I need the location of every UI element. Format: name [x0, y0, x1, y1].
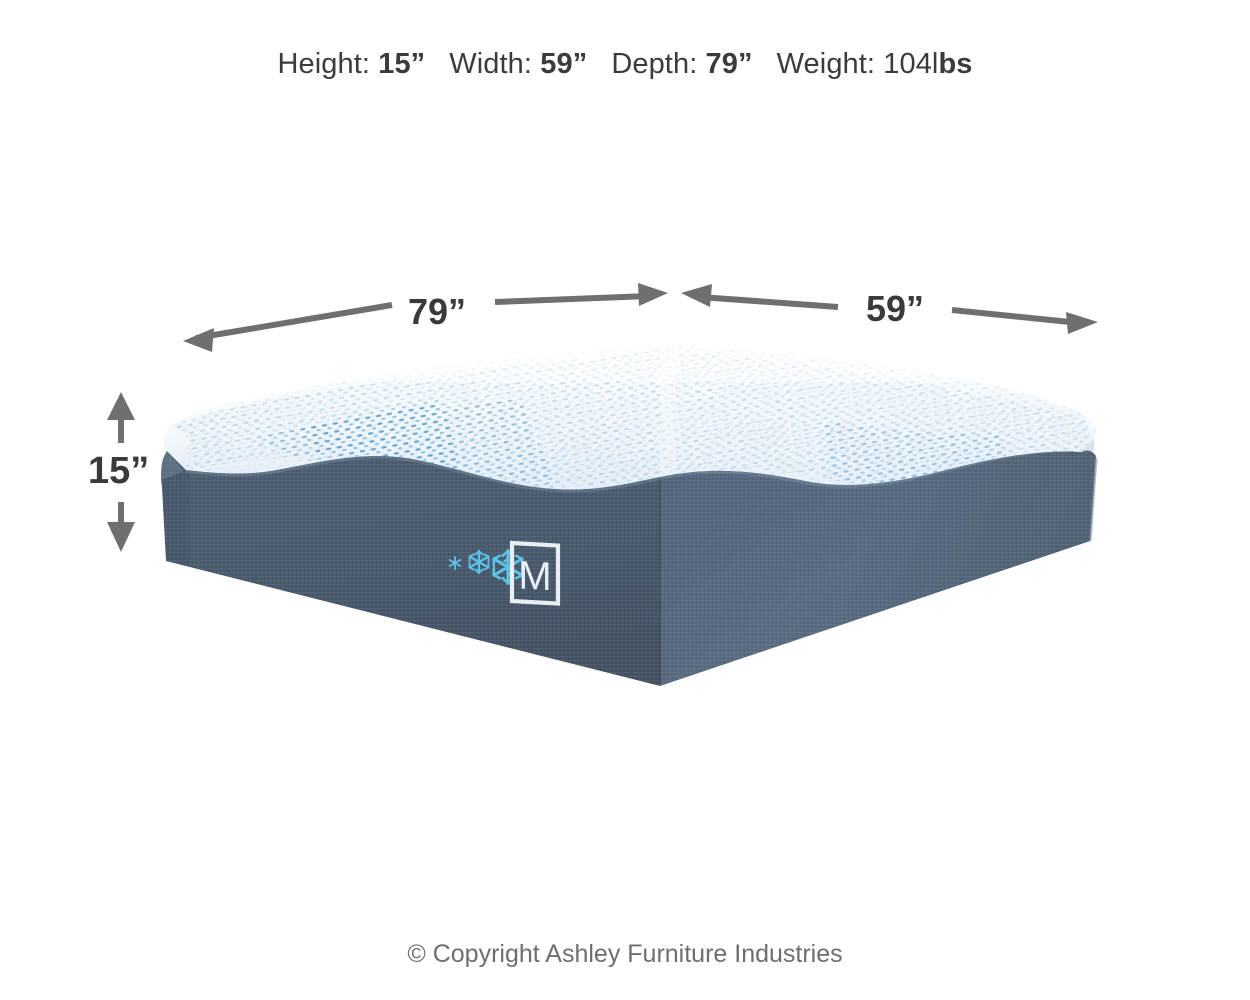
brand-logo-group: M	[448, 540, 561, 606]
spec-depth-label: Depth:	[611, 48, 698, 80]
spec-width-value: 59”	[540, 48, 588, 80]
snowflake-icon-medium	[468, 549, 490, 575]
dimension-label-width: 59”	[866, 288, 925, 329]
spec-width: Width: 59”	[449, 48, 587, 81]
spec-depth: Depth: 79”	[611, 48, 752, 81]
brand-m-badge: M	[509, 540, 561, 606]
spec-depth-value: 79”	[705, 48, 753, 80]
dimension-arrow-height	[107, 392, 135, 552]
brand-m-letter: M	[518, 553, 551, 599]
snowflake-icon-small	[448, 555, 462, 571]
dimension-arrow-width	[681, 284, 1098, 334]
spec-width-label: Width:	[449, 48, 533, 80]
copyright-notice: © Copyright Ashley Furniture Industries	[407, 940, 843, 968]
spec-weight-label: Weight: 104l	[776, 48, 939, 80]
dimension-arrow-depth	[183, 283, 668, 352]
product-specs-line: Height: 15” Width: 59” Depth: 79” Weight: 1…	[0, 48, 1250, 81]
spec-weight: Weight: 104lbs	[777, 48, 973, 81]
spec-weight-value: bs	[938, 48, 973, 80]
spec-height-label: Height:	[277, 48, 371, 80]
spec-height-value: 15”	[378, 48, 426, 80]
dimension-label-depth: 79”	[408, 291, 467, 332]
spec-height: Height: 15”	[277, 48, 425, 81]
dimension-label-height: 15”	[88, 450, 150, 492]
